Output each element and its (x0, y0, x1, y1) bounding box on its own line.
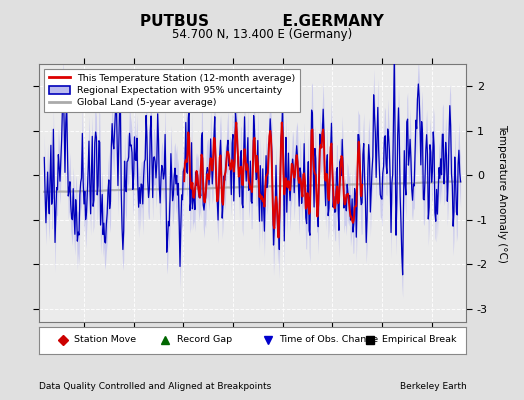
Legend: This Temperature Station (12-month average), Regional Expectation with 95% uncer: This Temperature Station (12-month avera… (44, 69, 300, 112)
Y-axis label: Temperature Anomaly (°C): Temperature Anomaly (°C) (497, 124, 507, 262)
Text: Time of Obs. Change: Time of Obs. Change (279, 335, 378, 344)
Text: Empirical Break: Empirical Break (382, 335, 456, 344)
Text: 54.700 N, 13.400 E (Germany): 54.700 N, 13.400 E (Germany) (172, 28, 352, 41)
Text: Data Quality Controlled and Aligned at Breakpoints: Data Quality Controlled and Aligned at B… (39, 382, 271, 391)
Text: Berkeley Earth: Berkeley Earth (400, 382, 466, 391)
Text: Station Move: Station Move (74, 335, 136, 344)
Text: Record Gap: Record Gap (177, 335, 232, 344)
Text: PUTBUS              E.GERMANY: PUTBUS E.GERMANY (140, 14, 384, 29)
